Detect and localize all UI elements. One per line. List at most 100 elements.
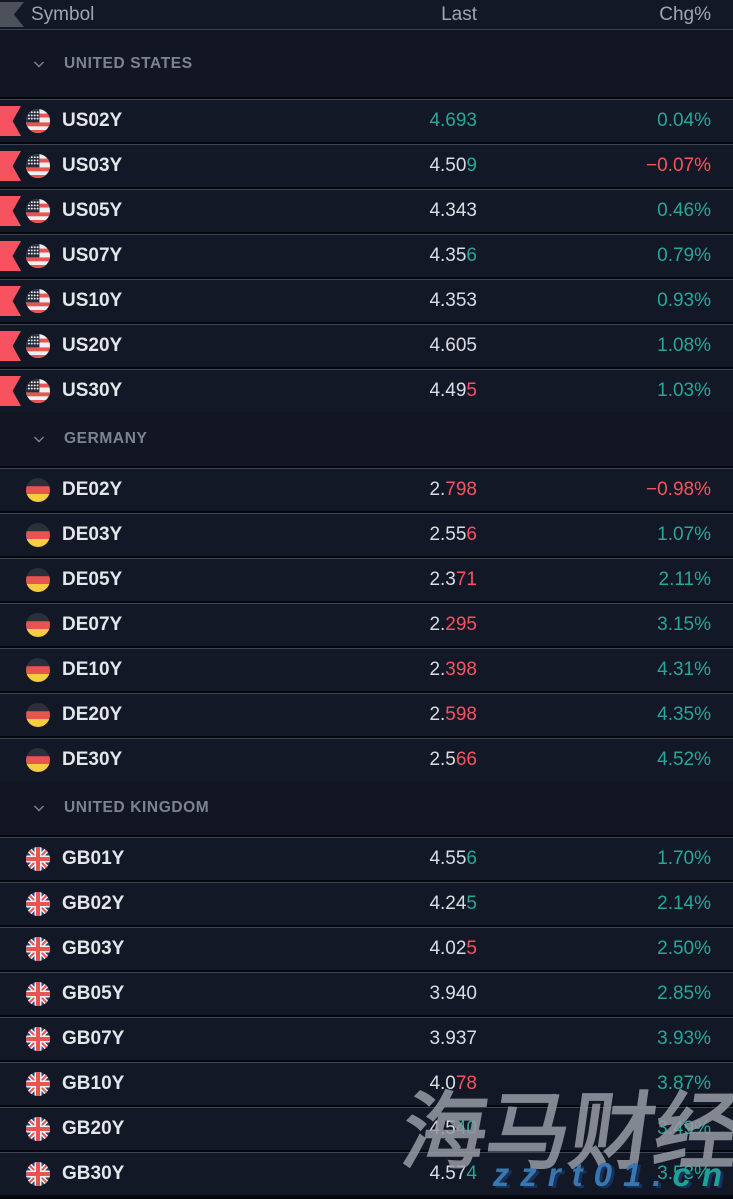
flag-marker-icon[interactable] [0,241,21,271]
table-row[interactable]: US02Y 4.693 0.04% [0,99,733,142]
last-price: 3.937 [327,1028,477,1050]
table-row[interactable]: GB10Y 4.078 3.87% [0,1062,733,1105]
flag-marker-icon[interactable] [0,196,21,226]
table-row[interactable]: US20Y 4.605 1.08% [0,324,733,367]
de-flag-icon [26,613,50,637]
de-flag-icon [26,478,50,502]
change-percent: 2.11% [658,569,711,590]
column-last[interactable]: Last [441,3,477,25]
symbol-label: GB02Y [62,893,125,914]
us-flag-icon [26,379,50,403]
last-price-segment: 5 [466,938,477,959]
group-header-united-kingdom[interactable]: UNITED KINGDOM [0,781,733,835]
last-price-segment: 4.343 [429,200,477,221]
last-price-segment: 4.55 [429,848,467,869]
last-price: 4.025 [327,938,477,960]
change-percent: 4.31% [657,659,711,680]
group-header-germany[interactable]: GERMANY [0,412,733,466]
us-flag-icon [26,244,50,268]
symbol-label: US03Y [62,155,123,176]
last-price-segment: 295 [445,614,477,635]
symbol-label: DE20Y [62,704,123,725]
table-row[interactable]: DE05Y 2.371 2.11% [0,558,733,601]
table-row[interactable]: DE03Y 2.556 1.07% [0,513,733,556]
change-percent: 3.53% [657,1163,711,1184]
change-percent: 0.46% [657,200,711,221]
table-row[interactable]: US05Y 4.343 0.46% [0,189,733,232]
last-price-segment: 40 [455,1118,477,1139]
flag-marker-icon[interactable] [0,376,21,406]
last-price-segment: 2.3 [429,569,456,590]
table-row[interactable]: US03Y 4.509 −0.07% [0,144,733,187]
last-price-segment: 798 [445,479,477,500]
table-row[interactable]: DE02Y 2.798 −0.98% [0,468,733,511]
column-symbol[interactable]: Symbol [31,3,95,25]
last-price: 2.371 [327,569,477,591]
gb-flag-icon [26,1162,50,1186]
chevron-down-icon[interactable] [31,56,64,72]
last-price: 4.556 [327,848,477,870]
gb-flag-icon [26,937,50,961]
last-price: 2.566 [327,749,477,771]
change-percent: 2.50% [657,938,711,959]
chevron-down-icon[interactable] [31,431,64,447]
change-percent: 3.93% [657,1028,711,1049]
flag-marker-icon[interactable] [0,286,21,316]
symbol-label: US07Y [62,245,123,266]
table-row[interactable]: GB07Y 3.937 3.93% [0,1017,733,1060]
table-row[interactable]: US07Y 4.356 0.79% [0,234,733,277]
group-label: UNITED STATES [64,54,193,72]
gb-flag-icon [26,982,50,1006]
last-price: 4.574 [327,1163,477,1185]
flag-marker-icon[interactable] [0,151,21,181]
change-percent: 1.70% [657,848,711,869]
flag-marker-icon[interactable] [0,331,21,361]
symbol-label: GB10Y [62,1073,125,1094]
last-price-segment: 398 [445,659,477,680]
table-row[interactable]: DE10Y 2.398 4.31% [0,648,733,691]
table-row[interactable]: DE20Y 2.598 4.35% [0,693,733,736]
de-flag-icon [26,703,50,727]
table-row[interactable]: GB02Y 4.245 2.14% [0,882,733,925]
de-flag-icon [26,658,50,682]
last-price-segment: 4 [466,1163,477,1184]
last-price: 2.398 [327,659,477,681]
watermark-url-right: cn [672,1156,733,1193]
change-percent: 2.85% [657,983,711,1004]
last-price-segment: 78 [455,1073,477,1094]
last-price-segment: 4.02 [429,938,467,959]
table-row[interactable]: GB01Y 4.556 1.70% [0,837,733,880]
table-row[interactable]: GB30Y 4.574 3.53% [0,1152,733,1195]
flag-marker-icon[interactable] [0,106,21,136]
table-row[interactable]: DE30Y 2.566 4.52% [0,738,733,781]
watchlist: UNITED STATES US02Y 4.693 0.04% US03Y 4.509 −0… [0,30,733,1195]
last-price-segment: 4.353 [429,290,477,311]
table-row[interactable]: GB20Y 4.540 3.49% [0,1107,733,1150]
de-flag-icon [26,568,50,592]
watermark-url-left: zzrt01. [492,1156,673,1193]
table-row[interactable]: DE07Y 2.295 3.15% [0,603,733,646]
flag-column-icon[interactable] [0,2,24,27]
symbol-label: GB07Y [62,1028,125,1049]
symbol-label: DE10Y [62,659,123,680]
last-price-segment: 6 [466,848,477,869]
table-row[interactable]: GB03Y 4.025 2.50% [0,927,733,970]
last-price-segment: 4.24 [429,893,467,914]
gb-flag-icon [26,847,50,871]
last-price: 3.940 [327,983,477,1005]
last-price: 2.598 [327,704,477,726]
column-chg[interactable]: Chg% [659,3,711,25]
table-row[interactable]: GB05Y 3.940 2.85% [0,972,733,1015]
symbol-label: DE07Y [62,614,123,635]
last-price-segment: 4.57 [429,1163,467,1184]
table-row[interactable]: US10Y 4.353 0.93% [0,279,733,322]
table-row[interactable]: US30Y 4.495 1.03% [0,369,733,412]
group-header-united-states[interactable]: UNITED STATES [0,30,733,97]
change-percent: 3.49% [657,1118,711,1139]
last-price: 4.245 [327,893,477,915]
last-price: 2.556 [327,524,477,546]
us-flag-icon [26,334,50,358]
chevron-down-icon[interactable] [31,800,64,816]
us-flag-icon [26,199,50,223]
symbol-label: US30Y [62,380,123,401]
